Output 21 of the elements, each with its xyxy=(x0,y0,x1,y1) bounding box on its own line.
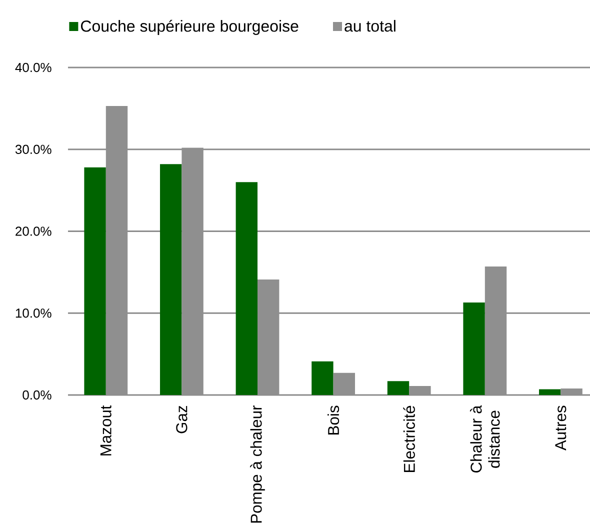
y-tick-label: 0.0% xyxy=(22,390,52,400)
x-tick-label: Gaz xyxy=(176,406,188,434)
x-tick-label: Chaleur à distance xyxy=(470,405,500,472)
x-tick-label: Electricité xyxy=(403,406,415,472)
bar xyxy=(312,361,334,395)
y-tick-label: 10.0% xyxy=(16,308,52,318)
y-tick-label: 20.0% xyxy=(16,226,52,236)
bar xyxy=(160,164,182,395)
x-tick-label: Pompe à chaleur xyxy=(250,405,265,523)
x-tick-label: Autres xyxy=(555,406,566,451)
y-tick-label: 30.0% xyxy=(15,144,52,154)
x-tick-label: Bois xyxy=(328,406,340,434)
bar xyxy=(539,389,561,395)
bar xyxy=(84,167,106,395)
x-tick-label: Mazout xyxy=(100,405,112,456)
legend-label: Couche supérieure bourgeoise xyxy=(81,20,298,35)
bar xyxy=(387,381,410,395)
bar xyxy=(463,302,485,395)
y-tick-label: 40.0% xyxy=(15,62,52,72)
bar xyxy=(236,182,258,395)
legend-label: au total xyxy=(344,20,396,32)
